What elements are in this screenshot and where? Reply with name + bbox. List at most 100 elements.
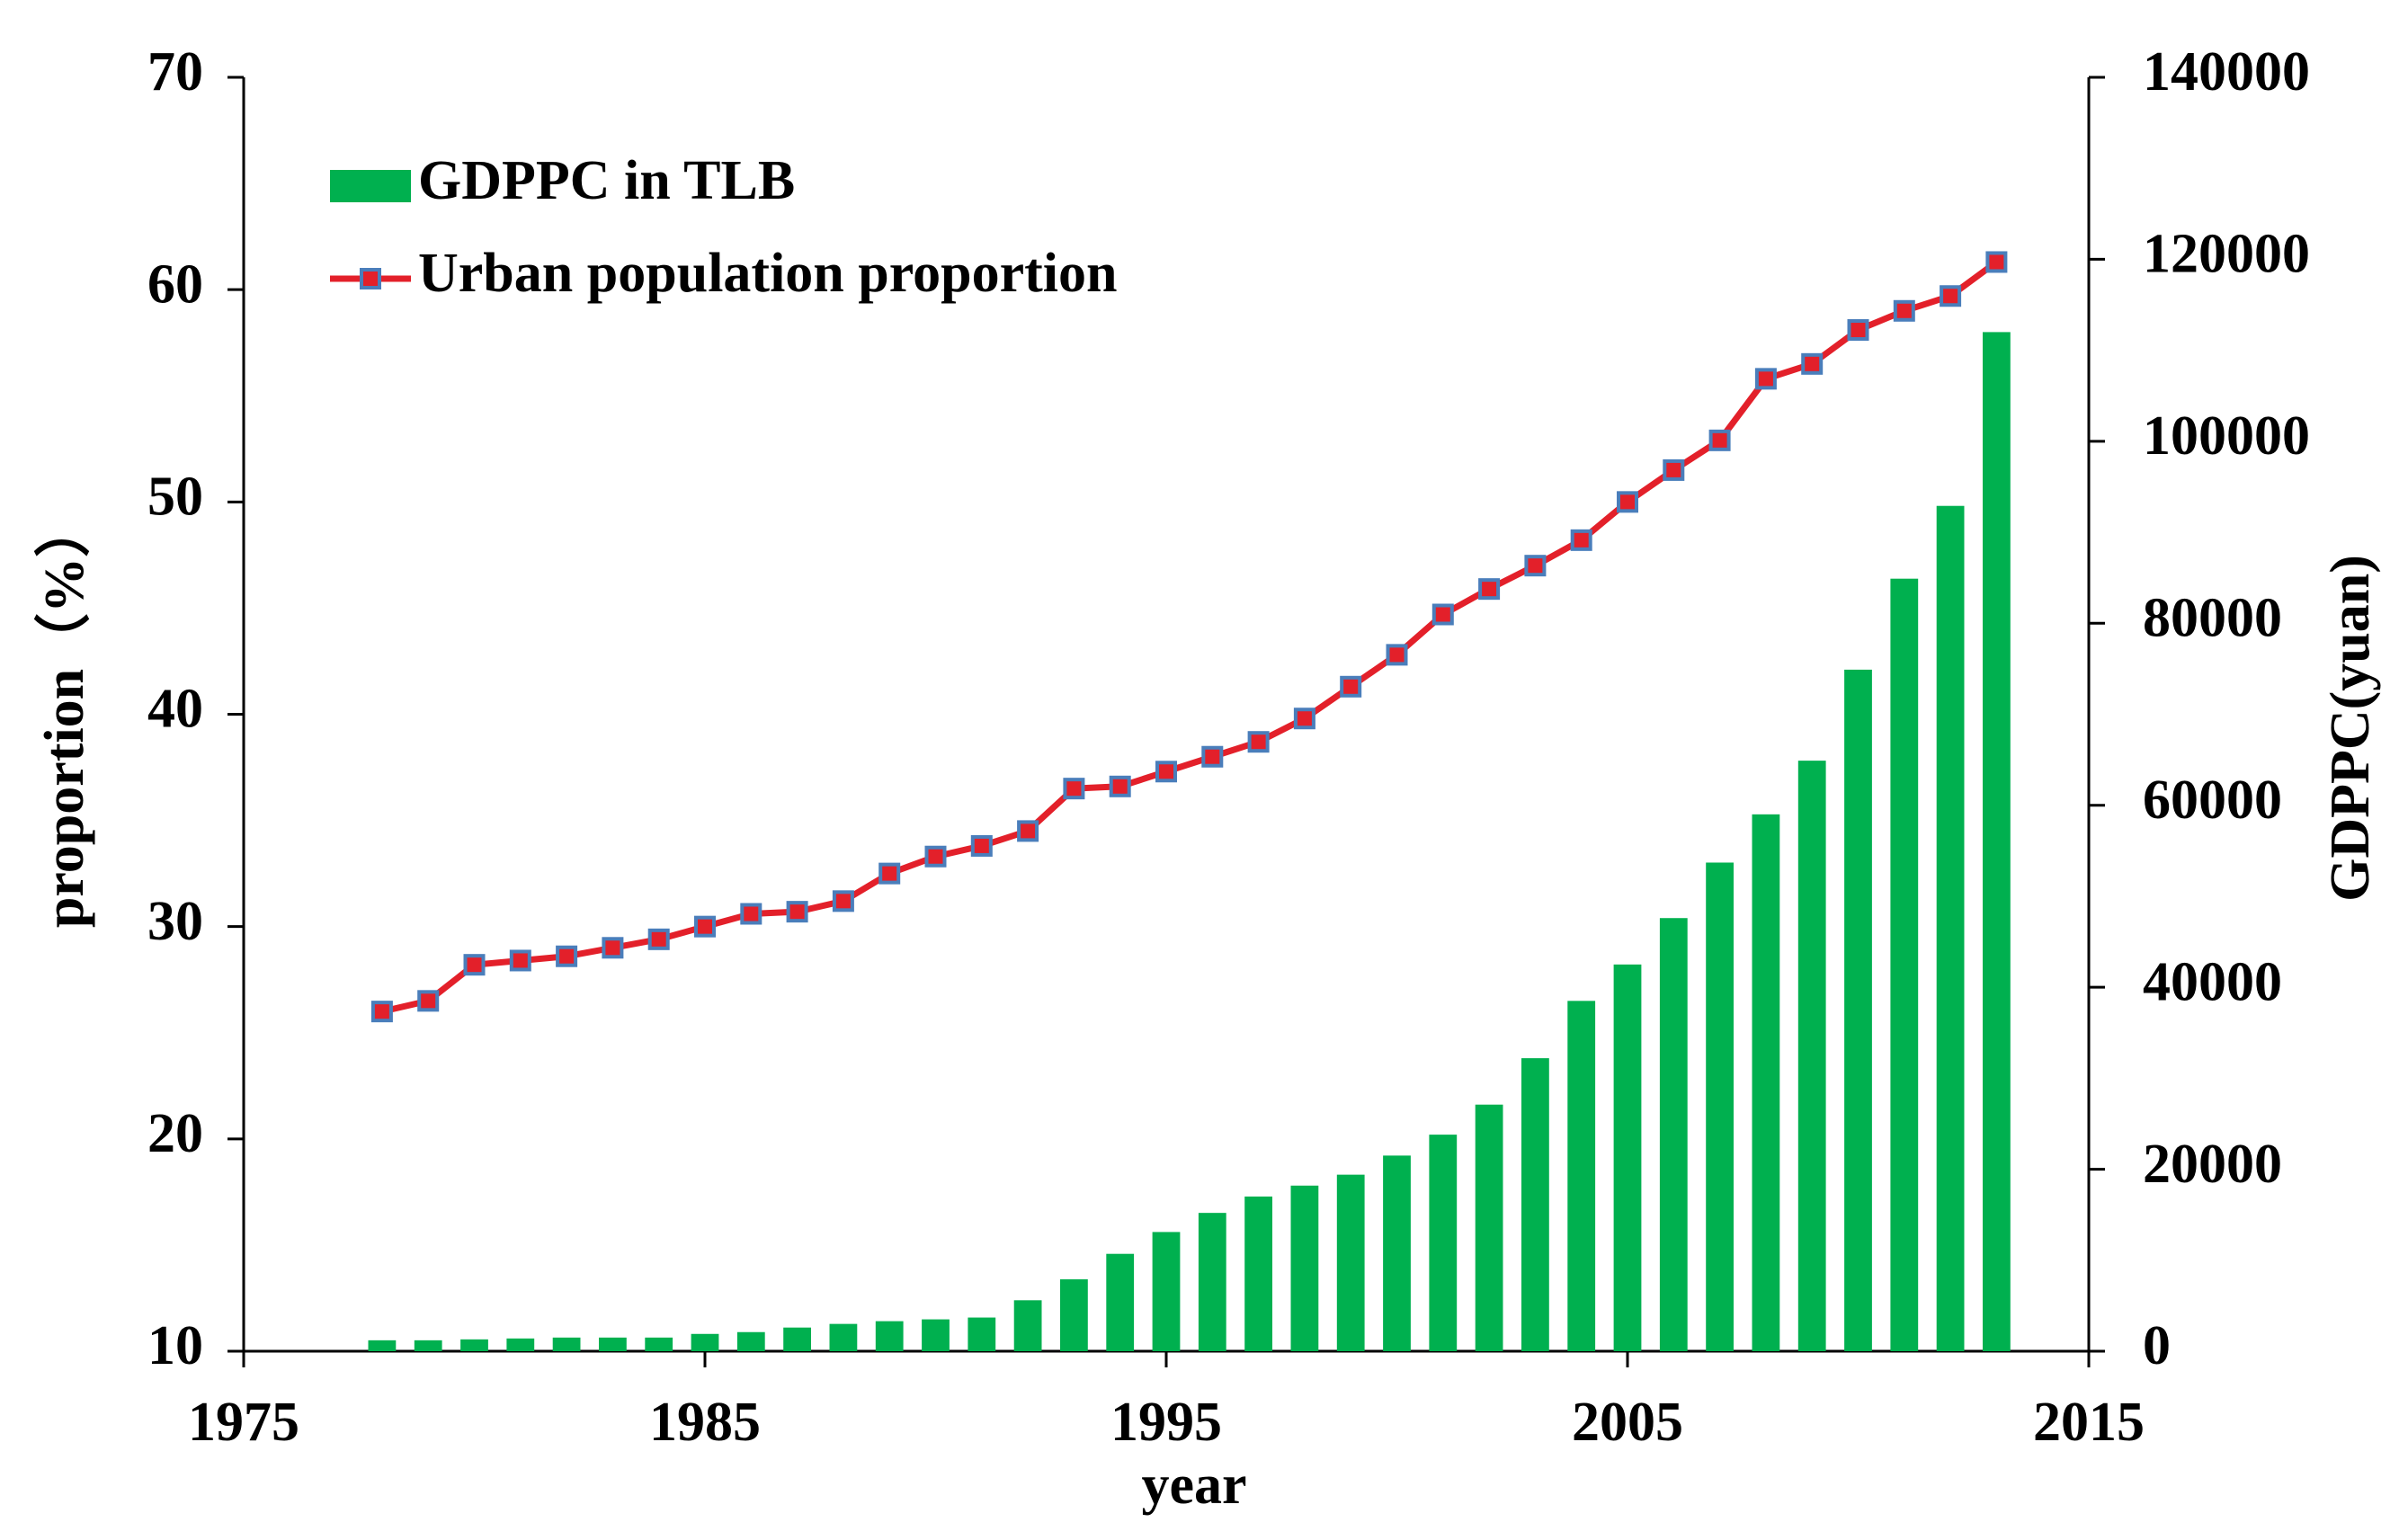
bar bbox=[506, 1338, 535, 1351]
y-tick-label: 40 bbox=[147, 679, 203, 740]
bar bbox=[1844, 669, 1872, 1351]
bar bbox=[599, 1337, 627, 1351]
bar bbox=[645, 1337, 673, 1351]
y2-tick-label: 40000 bbox=[2143, 951, 2282, 1012]
marker bbox=[924, 845, 947, 868]
y-tick-label: 20 bbox=[147, 1103, 203, 1164]
marker bbox=[970, 834, 993, 857]
bar bbox=[829, 1323, 858, 1351]
marker bbox=[1754, 368, 1777, 390]
legend-label: GDPPC in TLB bbox=[418, 150, 795, 211]
y2-tick-label: 140000 bbox=[2143, 41, 2310, 102]
marker bbox=[740, 903, 763, 925]
bar bbox=[414, 1340, 442, 1351]
marker bbox=[694, 915, 716, 938]
y-axis-label: proportion（%） bbox=[32, 502, 95, 928]
marker bbox=[832, 890, 854, 912]
bar bbox=[1198, 1213, 1226, 1351]
marker bbox=[1247, 731, 1270, 753]
y-tick-label: 70 bbox=[147, 41, 203, 102]
bar bbox=[1383, 1155, 1411, 1351]
bar bbox=[368, 1340, 397, 1351]
marker bbox=[417, 990, 440, 1012]
bar bbox=[1106, 1253, 1135, 1351]
marker bbox=[1201, 745, 1224, 768]
bar bbox=[1983, 332, 2011, 1351]
bar bbox=[968, 1317, 996, 1351]
bar bbox=[1244, 1196, 1272, 1351]
marker bbox=[556, 945, 578, 967]
x-tick-label: 1985 bbox=[649, 1392, 761, 1453]
marker bbox=[878, 862, 901, 885]
bar bbox=[691, 1333, 719, 1351]
y2-tick-label: 120000 bbox=[2143, 224, 2310, 285]
bar bbox=[1752, 814, 1780, 1351]
y-tick-label: 10 bbox=[147, 1315, 203, 1376]
bar bbox=[1613, 964, 1642, 1351]
marker bbox=[1985, 251, 2008, 273]
marker bbox=[786, 901, 808, 923]
bar bbox=[1936, 505, 1965, 1351]
bar bbox=[1013, 1300, 1042, 1351]
y2-tick-label: 100000 bbox=[2143, 405, 2310, 467]
bar bbox=[922, 1319, 950, 1351]
marker bbox=[509, 949, 531, 972]
marker bbox=[1893, 299, 1915, 322]
marker bbox=[1063, 778, 1085, 800]
x-tick-label: 2015 bbox=[2033, 1392, 2145, 1453]
bar bbox=[1429, 1135, 1458, 1351]
marker bbox=[1109, 775, 1131, 797]
marker bbox=[1570, 529, 1592, 551]
marker bbox=[1155, 761, 1177, 783]
y2-tick-label: 60000 bbox=[2143, 770, 2282, 831]
marker bbox=[463, 954, 486, 976]
y-tick-label: 60 bbox=[147, 254, 203, 315]
bar bbox=[1521, 1058, 1549, 1351]
marker bbox=[1617, 491, 1638, 513]
bar bbox=[1706, 862, 1734, 1351]
marker bbox=[1847, 319, 1869, 342]
marker bbox=[602, 937, 624, 959]
marker bbox=[1478, 578, 1501, 601]
marker bbox=[1340, 675, 1362, 698]
x-axis-label: year bbox=[1141, 1455, 1246, 1516]
bar bbox=[460, 1339, 488, 1351]
marker bbox=[1431, 603, 1454, 626]
bar bbox=[1890, 578, 1919, 1351]
x-tick-label: 2005 bbox=[1572, 1392, 1683, 1453]
bar bbox=[1336, 1174, 1365, 1351]
marker bbox=[1801, 352, 1824, 375]
y2-tick-label: 80000 bbox=[2143, 588, 2282, 649]
y-tick-label: 50 bbox=[147, 467, 203, 528]
marker bbox=[1293, 708, 1315, 730]
marker bbox=[647, 928, 670, 950]
legend-label: Urban population proportion bbox=[418, 243, 1118, 304]
y2-tick-label: 20000 bbox=[2143, 1134, 2282, 1195]
y2-tick-label: 0 bbox=[2143, 1315, 2171, 1376]
marker bbox=[1663, 458, 1685, 481]
bar bbox=[1060, 1279, 1088, 1351]
marker bbox=[1386, 644, 1408, 666]
marker bbox=[1017, 820, 1039, 842]
y2-axis-label: GDPPC(yuan) bbox=[2320, 555, 2381, 902]
bar bbox=[783, 1327, 811, 1351]
bar bbox=[1290, 1185, 1319, 1351]
bar bbox=[875, 1321, 904, 1351]
bar bbox=[1152, 1232, 1181, 1351]
y-tick-label: 30 bbox=[147, 891, 203, 952]
legend-marker bbox=[360, 268, 381, 289]
x-tick-label: 1995 bbox=[1110, 1392, 1222, 1453]
bar bbox=[1659, 918, 1688, 1351]
legend-swatch bbox=[330, 170, 411, 202]
bar bbox=[1475, 1104, 1503, 1351]
marker bbox=[1524, 555, 1547, 577]
bar bbox=[1797, 761, 1826, 1351]
marker bbox=[1940, 285, 1962, 307]
marker bbox=[1708, 429, 1731, 451]
bar bbox=[736, 1331, 765, 1351]
bar bbox=[552, 1337, 581, 1351]
marker bbox=[370, 1001, 393, 1023]
bar bbox=[1567, 1001, 1596, 1351]
x-tick-label: 1975 bbox=[188, 1392, 299, 1453]
